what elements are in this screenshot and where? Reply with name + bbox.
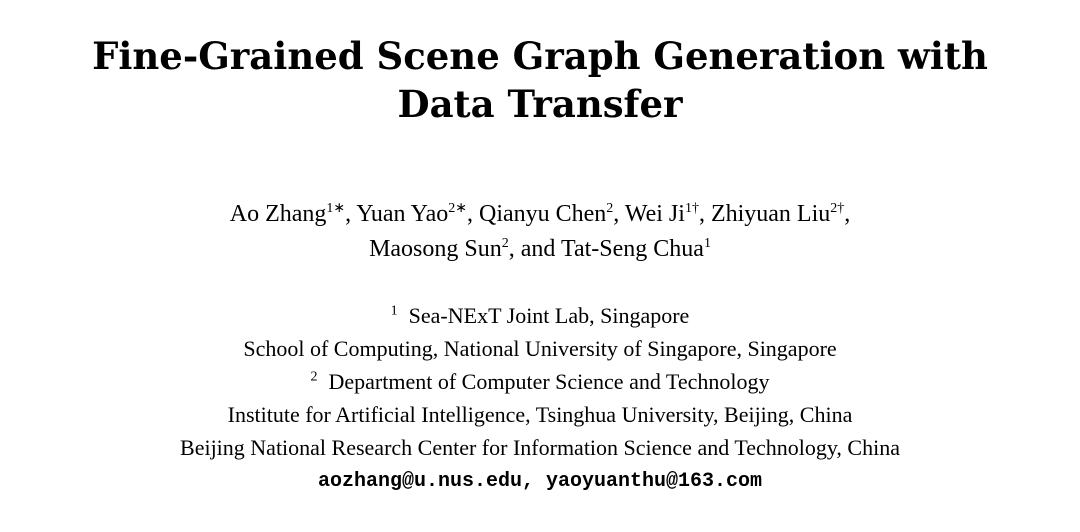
author-mark: 2 <box>606 201 614 216</box>
author-mark: 1† <box>684 201 699 216</box>
author-mark: 1 <box>703 236 711 251</box>
affiliation-text: Department of Computer Science and Techn… <box>328 369 770 394</box>
paper-title-line-2: Data Transfer <box>397 82 683 126</box>
authors-line-1: Ao Zhang1∗, Yuan Yao2∗, Qianyu Chen2, We… <box>0 200 1080 228</box>
author-mark: 2∗ <box>448 201 467 216</box>
affiliation-mark: 1 <box>390 303 398 319</box>
author-mark: 2 <box>501 236 509 251</box>
separator: , <box>466 201 479 227</box>
affiliation-text: Sea-NExT Joint Lab, Singapore <box>408 303 690 328</box>
author: Wei Ji <box>624 201 685 227</box>
author: Tat-Seng Chua <box>560 236 704 262</box>
separator: , <box>345 201 357 227</box>
affiliation-1: 1 Sea-NExT Joint Lab, Singapore <box>0 303 1080 329</box>
separator: , <box>613 201 625 227</box>
author-emails: aozhang@u.nus.edu, yaoyuanthu@163.com <box>317 470 763 493</box>
author: Qianyu Chen <box>478 201 607 227</box>
separator: , <box>844 201 851 227</box>
affiliation-mark: 2 <box>310 369 318 385</box>
affiliation-2b: Institute for Artificial Intelligence, T… <box>227 402 853 427</box>
authors-line-2: Maosong Sun2, and Tat-Seng Chua1 <box>0 236 1080 263</box>
paper-title-line-1: Fine-Grained Scene Graph Generation with <box>92 34 988 78</box>
affiliation-2: 2 Department of Computer Science and Tec… <box>0 369 1080 395</box>
affiliation-1b: School of Computing, National University… <box>243 336 837 361</box>
separator: , and <box>508 236 561 262</box>
author: Ao Zhang <box>229 201 327 227</box>
author: Maosong Sun <box>369 236 502 262</box>
affiliation-2c: Beijing National Research Center for Inf… <box>180 435 900 460</box>
separator: , <box>698 201 711 227</box>
author-mark: 1∗ <box>326 201 346 216</box>
author: Zhiyuan Liu <box>710 201 831 227</box>
author-mark: 2† <box>830 201 845 216</box>
author: Yuan Yao <box>356 201 449 227</box>
